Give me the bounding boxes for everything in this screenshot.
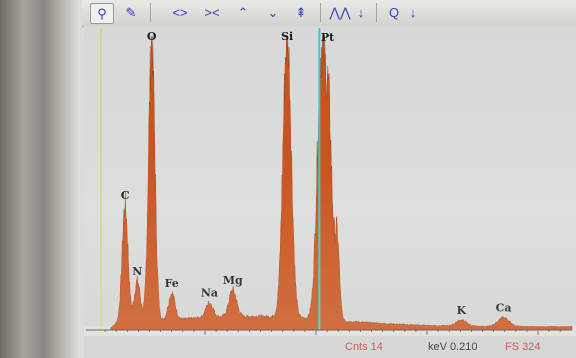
spectrum-trace xyxy=(110,35,573,331)
expand-horizontal-icon[interactable]: <> xyxy=(172,5,188,20)
pin-icon-button[interactable]: ⚲ xyxy=(90,3,114,24)
toolbar: ⚲ ✎ <> >< ⌃ ⌄ ⇞ ⋀⋀ ↓ Q ↓ xyxy=(82,0,576,27)
compress-horizontal-icon[interactable]: >< xyxy=(204,5,220,20)
peak-label-mg: Mg xyxy=(223,274,243,287)
peak-label-c: C xyxy=(121,189,130,202)
toolbar-separator xyxy=(150,3,151,22)
full-scale-readout: FS 324 xyxy=(505,341,541,353)
peak-label-o: O xyxy=(147,30,157,43)
counts-readout: Cnts 14 xyxy=(345,341,383,353)
peak-id-dropdown-icon[interactable]: ↓ xyxy=(357,5,365,20)
peak-label-k: K xyxy=(457,304,467,317)
monitor-bezel xyxy=(0,0,80,358)
kev-readout: keV 0.210 xyxy=(428,341,478,353)
peak-id-icon[interactable]: ⋀⋀ xyxy=(329,5,351,20)
peak-label-fe: Fe xyxy=(165,277,179,290)
zoom-icon[interactable]: Q xyxy=(388,5,400,20)
scale-down-icon[interactable]: ⌄ xyxy=(267,5,279,20)
peak-label-ca: Ca xyxy=(496,302,512,315)
pen-icon-button[interactable]: ✎ xyxy=(125,5,137,20)
peak-label-si: Si xyxy=(281,30,293,43)
toolbar-separator xyxy=(376,3,377,22)
peak-label-na: Na xyxy=(201,287,218,300)
zoom-dropdown-icon[interactable]: ↓ xyxy=(409,5,417,20)
toolbar-separator xyxy=(320,3,321,22)
status-bar xyxy=(84,336,576,358)
peak-label-pt: Pt xyxy=(321,31,335,44)
auto-scale-icon[interactable]: ⇞ xyxy=(295,5,307,20)
peak-label-n: N xyxy=(132,265,142,278)
scale-up-icon[interactable]: ⌃ xyxy=(237,5,249,20)
